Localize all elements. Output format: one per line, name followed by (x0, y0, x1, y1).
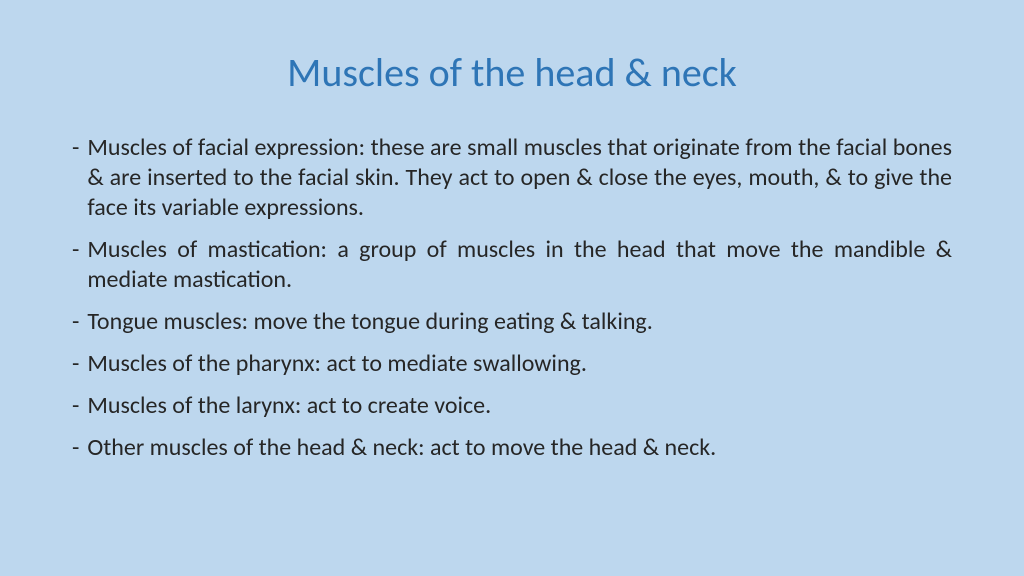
list-item: - Muscles of facial expression: these ar… (72, 133, 952, 223)
bullet-text: Other muscles of the head & neck: act to… (87, 433, 952, 463)
bullet-list: - Muscles of facial expression: these ar… (72, 133, 952, 463)
bullet-dash-icon: - (72, 307, 79, 337)
bullet-dash-icon: - (72, 349, 79, 379)
bullet-text: Muscles of facial expression: these are … (87, 133, 952, 223)
list-item: - Other muscles of the head & neck: act … (72, 433, 952, 463)
bullet-dash-icon: - (72, 235, 79, 265)
bullet-text: Muscles of mastication: a group of muscl… (87, 235, 952, 295)
bullet-text: Muscles of the pharynx: act to mediate s… (87, 349, 952, 379)
bullet-text: Tongue muscles: move the tongue during e… (87, 307, 952, 337)
slide-container: Muscles of the head & neck - Muscles of … (0, 0, 1024, 576)
slide-title: Muscles of the head & neck (72, 48, 952, 97)
bullet-dash-icon: - (72, 433, 79, 463)
list-item: - Tongue muscles: move the tongue during… (72, 307, 952, 337)
list-item: - Muscles of the pharynx: act to mediate… (72, 349, 952, 379)
bullet-dash-icon: - (72, 133, 79, 163)
list-item: - Muscles of mastication: a group of mus… (72, 235, 952, 295)
bullet-text: Muscles of the larynx: act to create voi… (87, 391, 952, 421)
list-item: - Muscles of the larynx: act to create v… (72, 391, 952, 421)
bullet-dash-icon: - (72, 391, 79, 421)
